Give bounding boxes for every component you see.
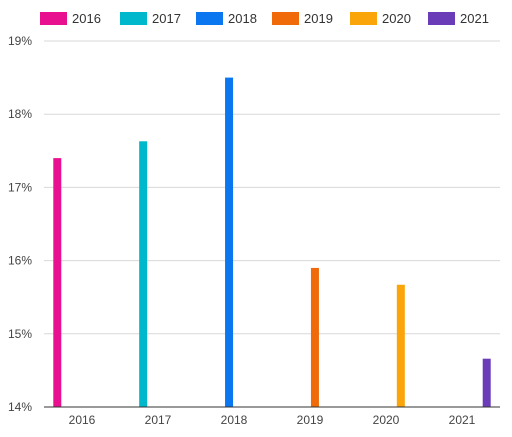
legend-label-2019: 2019: [304, 11, 333, 26]
bar-2017: [139, 141, 148, 407]
x-tick-label: 2016: [69, 413, 96, 427]
legend-swatch-2020: [350, 12, 377, 25]
bars: [53, 77, 491, 407]
y-tick-label: 16%: [8, 254, 32, 268]
legend-swatch-2018: [196, 12, 223, 25]
x-tick-label: 2019: [297, 413, 324, 427]
y-axis: 14% 15% 16% 17% 18% 19%: [8, 34, 32, 414]
x-tick-label: 2018: [221, 413, 248, 427]
legend-swatch-2017: [120, 12, 147, 25]
bar-2018: [225, 77, 234, 407]
legend: 2016 2017 2018 2019 2020 2021: [40, 11, 489, 26]
x-tick-label: 2020: [373, 413, 400, 427]
legend-swatch-2016: [40, 12, 67, 25]
x-tick-label: 2021: [449, 413, 476, 427]
bar-2020: [396, 284, 405, 407]
legend-label-2017: 2017: [152, 11, 181, 26]
gridlines: [44, 40, 500, 335]
y-tick-label: 15%: [8, 327, 32, 341]
legend-label-2021: 2021: [460, 11, 489, 26]
y-tick-label: 17%: [8, 180, 32, 194]
legend-label-2016: 2016: [72, 11, 101, 26]
y-tick-label: 18%: [8, 107, 32, 121]
legend-swatch-2019: [272, 12, 299, 25]
bar-2016: [53, 158, 62, 407]
legend-label-2020: 2020: [382, 11, 411, 26]
legend-label-2018: 2018: [228, 11, 257, 26]
x-axis: 2016 2017 2018 2019 2020 2021: [44, 406, 500, 427]
legend-swatch-2021: [428, 12, 455, 25]
bar-2021: [482, 358, 491, 407]
y-tick-label: 14%: [8, 400, 32, 414]
y-tick-label: 19%: [8, 34, 32, 48]
x-tick-label: 2017: [145, 413, 172, 427]
bar-2019: [310, 267, 319, 407]
